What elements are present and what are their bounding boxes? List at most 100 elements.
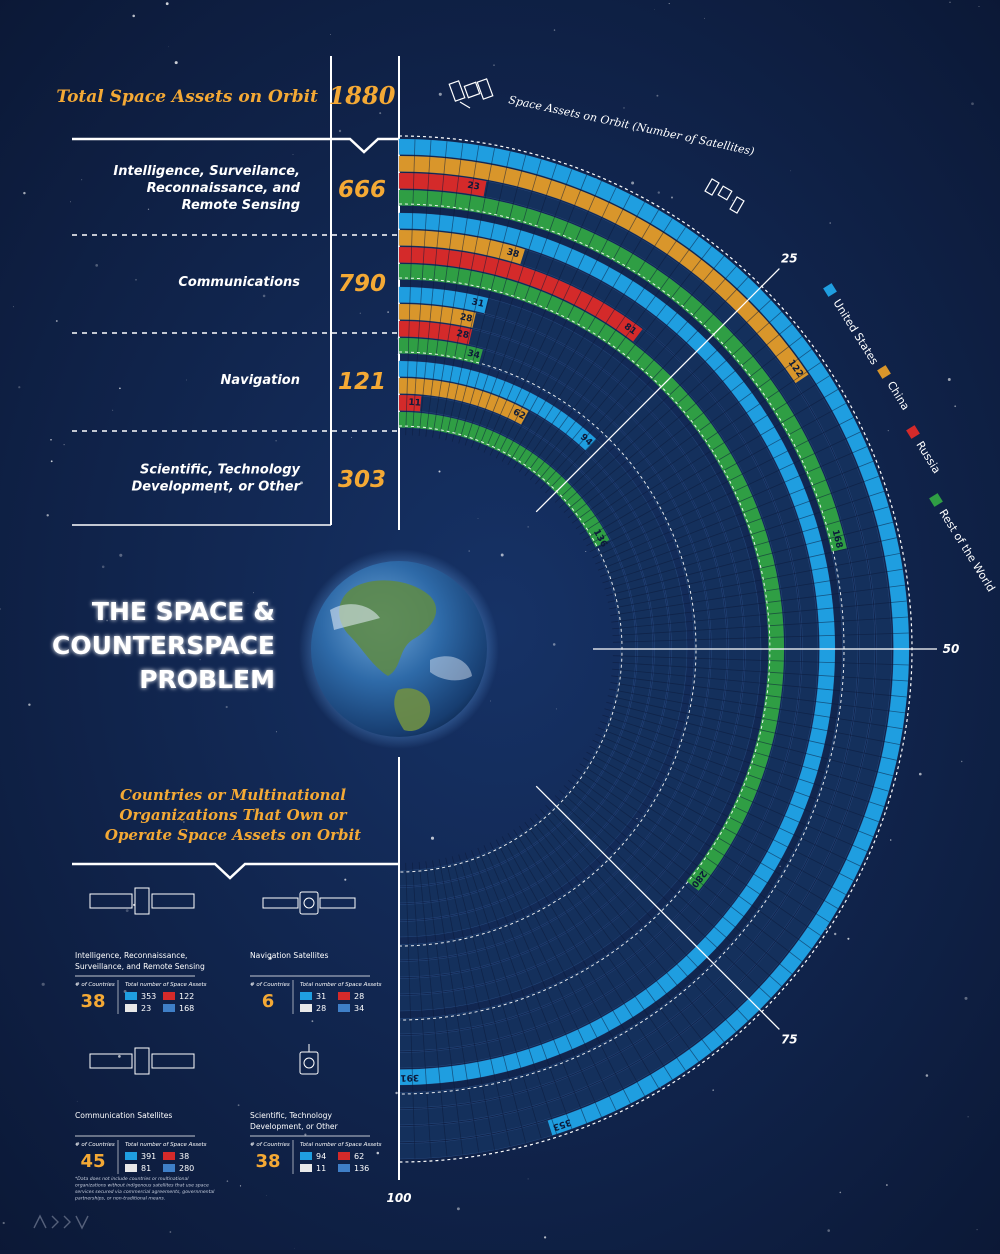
bar-rest-of-the-world [399, 338, 483, 365]
star [978, 5, 980, 7]
flag-ru-icon [300, 1164, 312, 1172]
grid-spoke [524, 821, 700, 1062]
grid-spoke [586, 751, 847, 896]
category-label-isr: Remote Sensing [182, 198, 300, 213]
star [247, 603, 249, 605]
satellite-body [134, 1047, 150, 1075]
star [239, 1185, 242, 1187]
card-value-us: 94 [316, 1152, 326, 1161]
category-label-nav: Navigation [220, 373, 300, 388]
star [960, 760, 963, 763]
grid-spoke [595, 446, 868, 565]
satellite-panel [262, 897, 299, 909]
earth-land-south-america [394, 688, 431, 732]
grid-spoke [471, 169, 573, 448]
star [275, 440, 277, 442]
card-countries-value: 45 [80, 1151, 105, 1172]
title-line-2: COUNTERSPACE [52, 631, 275, 660]
grid-spoke [559, 311, 782, 508]
grid-spoke [483, 180, 602, 453]
card-assets-label: Total number of Space Assets [300, 982, 382, 988]
data-label-united-states: 31 [470, 297, 484, 310]
grid-spoke [571, 774, 812, 950]
star [101, 565, 105, 569]
star [959, 642, 960, 644]
grid-spoke [604, 506, 889, 590]
grid-spoke [458, 854, 542, 1139]
card-title: Communication Satellites [75, 1111, 172, 1120]
grid-spoke [575, 361, 822, 530]
star [125, 909, 129, 913]
card-value-cn: 38 [179, 1152, 189, 1161]
footnote-line: services secured via commercial agreemen… [75, 1189, 215, 1195]
star [168, 46, 170, 48]
star [636, 818, 638, 820]
star [964, 996, 968, 1000]
grid-spoke [507, 209, 659, 466]
flag-us-icon [300, 992, 312, 1000]
card-value-ru: 81 [141, 1164, 151, 1173]
star [839, 1191, 842, 1194]
star [262, 294, 266, 298]
card-assets-label: Total number of Space Assets [300, 1142, 382, 1148]
satellite-body [299, 891, 319, 915]
star [887, 429, 889, 432]
star [790, 170, 792, 172]
star [954, 405, 957, 408]
star [2, 1221, 5, 1225]
star [555, 708, 557, 710]
grid-spoke [540, 266, 737, 489]
star [50, 439, 52, 441]
grid-spoke [592, 431, 861, 559]
radial-chart: 3531222316839138812803128283494621113625… [386, 135, 959, 1205]
card-assets-label: Total number of Space Assets [125, 1142, 207, 1148]
bar-china [399, 230, 525, 265]
star [489, 700, 491, 702]
satellite-body [134, 887, 150, 915]
grid-spoke [597, 460, 874, 571]
grid-spoke [563, 785, 793, 975]
star [493, 64, 495, 66]
star [338, 129, 342, 133]
grid-spoke [464, 852, 557, 1135]
star [112, 409, 114, 411]
countries-heading-line-2: Organizations That Own or [119, 806, 347, 824]
summary-panel-lines [72, 56, 400, 530]
grid-spoke [438, 147, 495, 439]
grid-spoke [432, 145, 480, 438]
satellite-card-icon [299, 1044, 319, 1075]
star [241, 651, 244, 654]
data-label-rest-of-the-world: 168 [830, 529, 844, 550]
grid-spoke [554, 795, 772, 999]
grid-spoke [529, 817, 712, 1053]
star [656, 94, 659, 97]
star [300, 481, 303, 485]
grid-spoke [471, 850, 573, 1129]
satellite-panel [151, 1053, 195, 1069]
grid-spoke [529, 245, 712, 481]
star [438, 92, 442, 96]
card-value-cn: 122 [179, 992, 194, 1001]
satellite-panel [319, 897, 356, 909]
legend-swatch [823, 283, 837, 297]
grid-spoke [579, 763, 830, 923]
legend-swatch [877, 365, 891, 379]
satellite-card-icon [89, 1047, 195, 1075]
grid-spoke [609, 553, 901, 610]
grid-spoke [597, 727, 874, 838]
legend-swatch [929, 493, 943, 507]
logo-mark [33, 1214, 89, 1230]
grid-spoke [518, 825, 687, 1072]
star [106, 619, 108, 622]
grid-spoke [507, 832, 659, 1089]
grid-spoke [611, 584, 906, 623]
grid-spoke [602, 714, 885, 807]
countries-underline [72, 862, 399, 880]
star [949, 1, 951, 4]
grid-spoke [535, 813, 725, 1043]
bar-russia [399, 321, 473, 345]
category-label-sci: Development, or Other [131, 480, 301, 495]
grid-spoke [477, 847, 588, 1124]
star [214, 490, 217, 494]
grid-spoke [612, 616, 909, 636]
